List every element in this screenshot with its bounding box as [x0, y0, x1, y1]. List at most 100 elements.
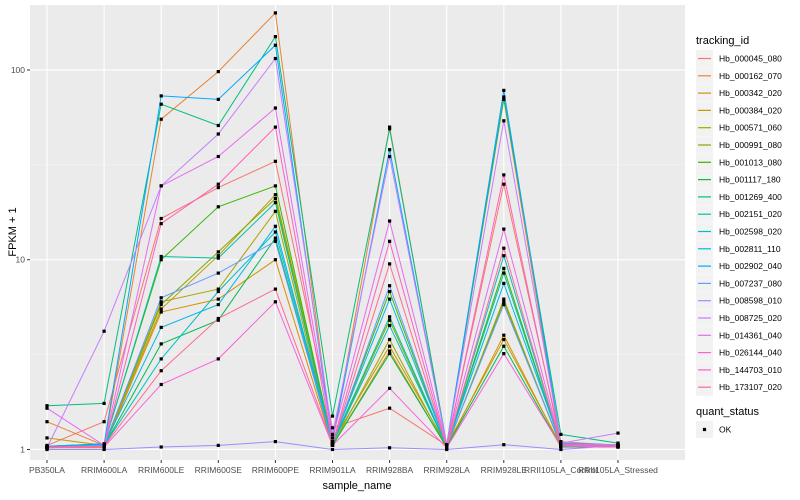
data-point [388, 239, 392, 243]
data-point [388, 297, 392, 301]
data-point [273, 43, 277, 47]
legend-label: Hb_173107_020 [719, 382, 782, 392]
data-point [159, 254, 163, 259]
data-point [388, 352, 392, 356]
data-point [216, 254, 220, 258]
data-point [273, 287, 277, 291]
data-point [273, 11, 277, 15]
data-point [502, 88, 506, 92]
data-point [273, 197, 277, 201]
data-point [502, 271, 506, 275]
legend-label: Hb_144703_010 [719, 365, 782, 375]
data-point [330, 432, 335, 436]
data-point [216, 271, 220, 275]
data-point [159, 357, 163, 361]
data-point [559, 432, 563, 436]
data-point [388, 349, 392, 353]
legend-label: Hb_000342_020 [719, 88, 782, 98]
legend-label: Hb_001117_180 [719, 175, 781, 185]
data-point [216, 297, 220, 301]
legend-item: Hb_002811_110 [696, 240, 781, 258]
data-point [159, 342, 163, 346]
legend: tracking_id Hb_000045_080Hb_000162_070Hb… [696, 35, 782, 438]
data-point [102, 401, 106, 405]
data-point [388, 125, 392, 129]
data-point [445, 443, 449, 447]
legend-items: Hb_000045_080 Hb_000162_070 Hb_000342_020 H… [696, 50, 782, 396]
legend-item: Hb_002902_040 [696, 257, 782, 275]
data-point [616, 444, 620, 448]
data-point [502, 297, 506, 301]
x-tick-label: RRIM928LE [481, 465, 528, 475]
legend-label: Hb_001013_080 [719, 157, 782, 167]
data-point [502, 344, 506, 348]
legend-label: Hb_007237_080 [719, 278, 782, 288]
data-point [502, 333, 506, 337]
legend-label: Hb_014361_040 [719, 330, 782, 340]
legend-label: Hb_000045_080 [719, 54, 782, 64]
x-tick-label: RRIM600LE [138, 465, 185, 475]
data-point [502, 95, 506, 99]
legend-item: Hb_002598_020 [696, 223, 782, 240]
data-point [102, 444, 106, 448]
data-point [502, 173, 506, 177]
legend-item: Hb_014361_040 [696, 326, 782, 344]
series-points [45, 11, 620, 452]
data-point [388, 127, 392, 131]
data-point [273, 184, 277, 188]
data-point [502, 227, 506, 231]
x-tick-label: RRIM901LA [309, 465, 356, 475]
data-point [502, 254, 506, 258]
data-point [388, 406, 392, 410]
data-point [502, 182, 506, 186]
legend-item: Hb_001117_180 [696, 171, 781, 189]
x-tick-label: RRIM600LA [81, 465, 128, 475]
data-point [45, 404, 49, 408]
data-point [388, 219, 392, 223]
legend-item: Hb_008725_020 [696, 309, 782, 327]
x-tick-label: RRII105LA_Control [524, 465, 598, 475]
y-tick-label: 1 [20, 444, 25, 454]
data-point [45, 406, 49, 410]
legend-label: Hb_001269_400 [719, 192, 782, 202]
data-point [216, 182, 220, 186]
legend-item: Hb_000342_020 [696, 84, 782, 102]
data-point [273, 209, 277, 213]
legend-label: Hb_008725_020 [719, 313, 782, 323]
data-point [502, 300, 506, 304]
data-point [388, 289, 392, 294]
data-point [216, 318, 220, 322]
data-point [159, 325, 163, 329]
data-point [273, 258, 277, 262]
x-axis-title: sample_name [322, 480, 391, 492]
legend-label: Hb_000384_020 [719, 105, 782, 115]
legend-item: Hb_026144_040 [696, 344, 782, 362]
data-point [216, 186, 220, 190]
data-point [102, 420, 106, 424]
data-point [388, 323, 392, 328]
x-axis: PB350LA RRIM600LA RRIM600LE RRIM600SE RRIM60… [29, 460, 658, 475]
data-point [388, 315, 392, 319]
data-point [159, 296, 163, 300]
data-point [273, 106, 277, 110]
data-point [216, 303, 220, 307]
data-point [388, 262, 392, 266]
data-point [388, 344, 392, 348]
data-point [216, 70, 220, 74]
legend-label: Hb_026144_040 [719, 348, 782, 358]
legend-label: Hb_002598_020 [719, 227, 782, 237]
square-point-icon [702, 427, 707, 432]
legend-title-quant-status: quant_status [696, 406, 759, 418]
data-point [388, 386, 392, 390]
y-tick-label: 100 [11, 65, 25, 75]
data-point [159, 94, 163, 98]
x-tick-label: RRIM600PE [252, 465, 300, 475]
data-point [45, 446, 49, 450]
x-tick-label: PB350LA [29, 465, 65, 475]
data-point [502, 97, 506, 101]
legend-item: Hb_000991_080 [696, 136, 782, 154]
data-point [273, 56, 277, 61]
data-point [216, 250, 220, 254]
data-point [502, 281, 506, 285]
data-point [502, 303, 506, 307]
